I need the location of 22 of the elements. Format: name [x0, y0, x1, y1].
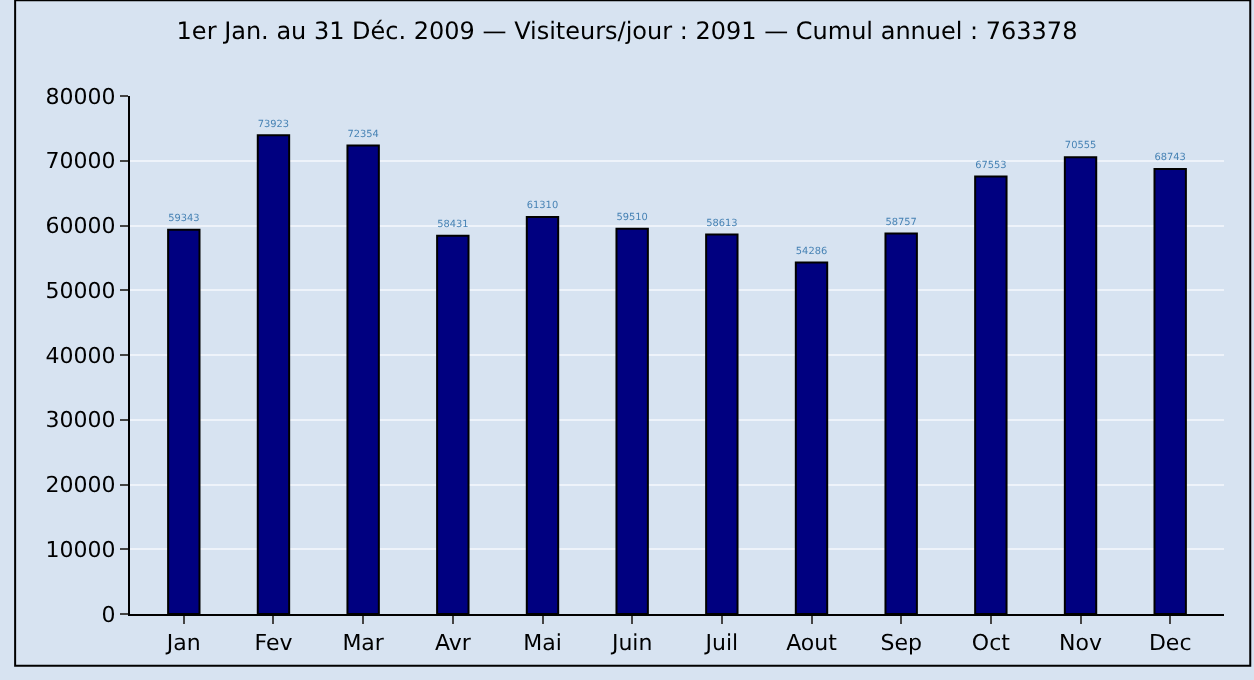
- y-tick-label: 80000: [45, 83, 116, 110]
- y-tick-label: 50000: [45, 277, 116, 304]
- y-tick-label: 20000: [45, 472, 116, 499]
- x-tick-label: Juin: [609, 630, 653, 657]
- y-tick-label: 10000: [45, 536, 116, 563]
- x-tick-label: Jan: [164, 630, 201, 657]
- y-tick-label: 40000: [45, 342, 116, 369]
- x-tick-label: Aout: [786, 630, 839, 657]
- x-tick-label: Mai: [523, 630, 562, 657]
- y-tick-label: 60000: [45, 213, 116, 240]
- x-tick-label: Juil: [703, 630, 739, 657]
- y-tick-label: 30000: [45, 407, 116, 434]
- x-tick-label: Dec: [1148, 630, 1192, 657]
- x-tick-label: Avr: [434, 630, 472, 657]
- x-tick-label: Fev: [254, 630, 294, 657]
- chart-title: 1er Jan. au 31 Déc. 2009 — Visiteurs/jour : 2091 — Cumul annuel : 763378: [176, 17, 1078, 45]
- y-tick-label: 0: [101, 601, 116, 628]
- x-tick-label: Mar: [342, 630, 385, 657]
- x-tick-label: Oct: [971, 630, 1012, 657]
- x-tick-label: Sep: [880, 630, 922, 657]
- y-tick-label: 70000: [45, 148, 116, 175]
- x-tick-label: Nov: [1059, 630, 1103, 657]
